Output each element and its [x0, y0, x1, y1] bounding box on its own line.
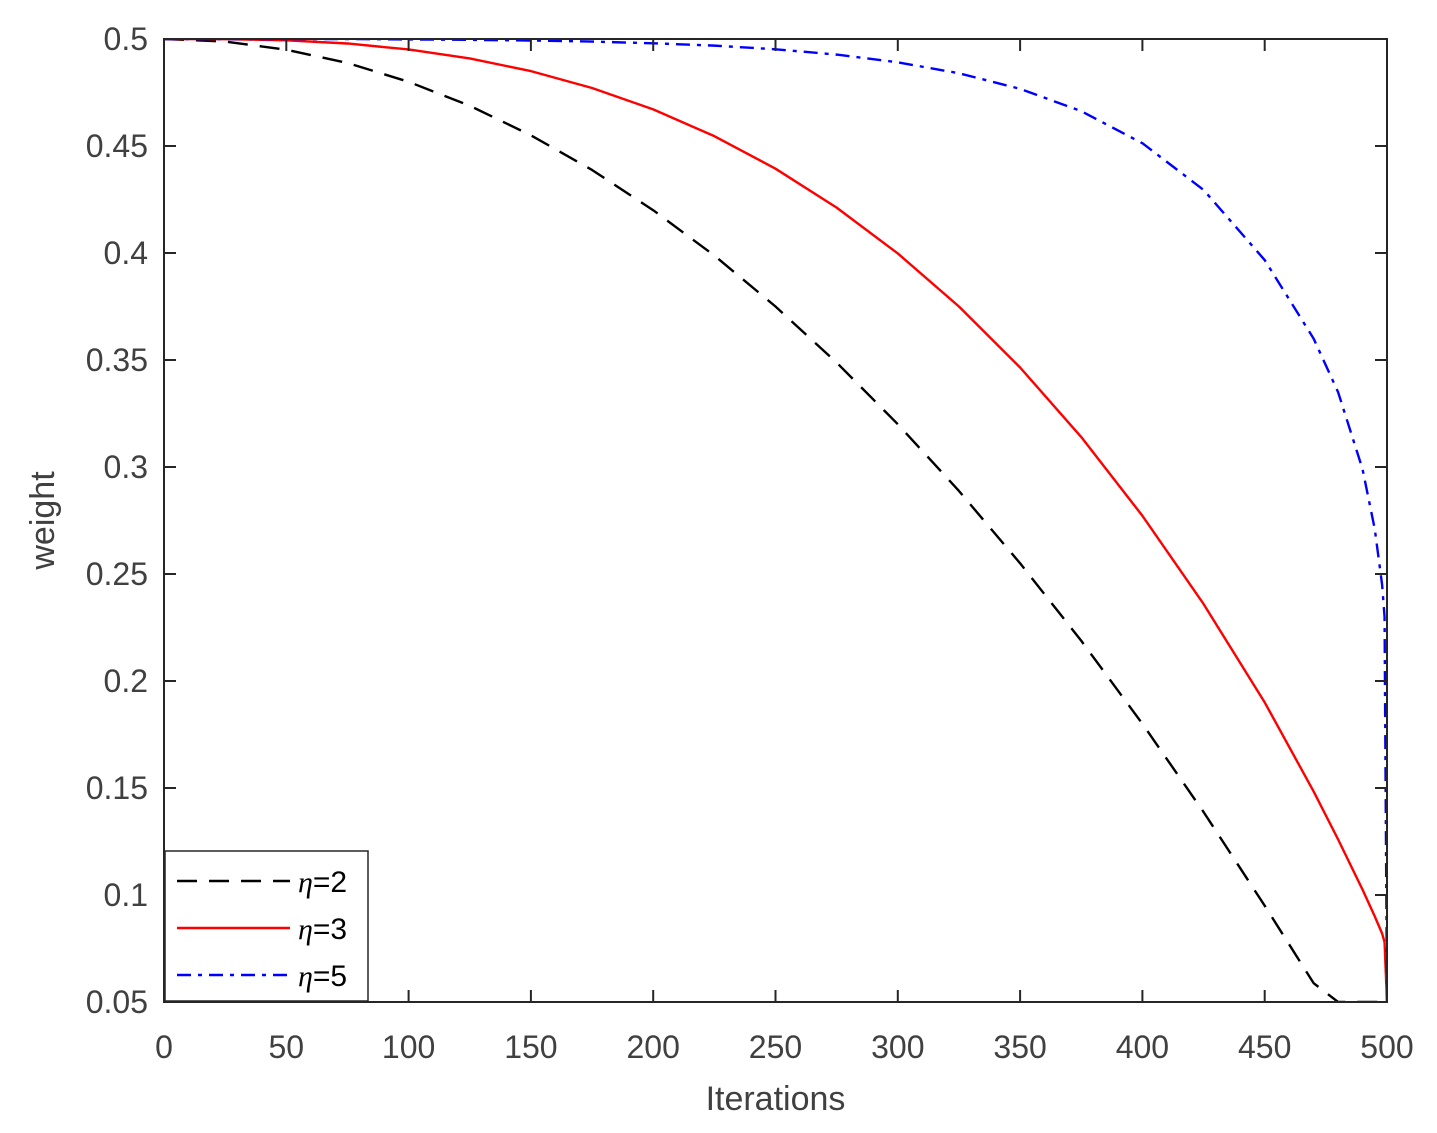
- y-tick-label: 0.1: [104, 877, 148, 913]
- y-tick-label: 0.2: [104, 663, 148, 699]
- legend-label: η=3: [298, 913, 347, 946]
- series-line-eta-2: [164, 39, 1387, 1002]
- y-tick-label: 0.45: [86, 128, 148, 164]
- x-tick-label: 300: [871, 1029, 924, 1065]
- x-tick-label: 250: [749, 1029, 802, 1065]
- x-tick-label: 0: [155, 1029, 173, 1065]
- legend-eta-value: =3: [313, 913, 347, 946]
- y-tick-label: 0.5: [104, 21, 148, 57]
- x-tick-label: 400: [1116, 1029, 1169, 1065]
- y-tick-label: 0.35: [86, 342, 148, 378]
- legend-label: η=2: [298, 866, 347, 899]
- y-tick-label: 0.4: [104, 235, 148, 271]
- x-tick-label: 500: [1360, 1029, 1413, 1065]
- x-tick-label: 50: [269, 1029, 305, 1065]
- series-line-eta-3: [164, 39, 1387, 1002]
- x-tick-label: 150: [504, 1029, 557, 1065]
- y-tick-label: 0.25: [86, 556, 148, 592]
- x-tick-label: 200: [627, 1029, 680, 1065]
- x-tick-label: 100: [382, 1029, 435, 1065]
- series-layer: [164, 39, 1387, 1002]
- y-tick-label: 0.15: [86, 770, 148, 806]
- legend-eta-symbol: η: [298, 866, 313, 899]
- legend-label: η=5: [298, 960, 347, 993]
- legend: η=2η=3η=5: [164, 850, 369, 1002]
- y-tick-label: 0.3: [104, 449, 148, 485]
- y-tick-label: 0.05: [86, 984, 148, 1020]
- legend-eta-symbol: η: [298, 960, 313, 993]
- x-tick-label: 450: [1238, 1029, 1291, 1065]
- x-tick-label: 350: [993, 1029, 1046, 1065]
- legend-eta-value: =5: [313, 960, 347, 993]
- series-line-eta-5: [164, 39, 1387, 1002]
- x-axis-label: Iterations: [706, 1080, 846, 1118]
- tick-layer: 0 50 100 150 200 250 300 350 400 450 500 0.05 0.1 0.1…: [86, 21, 1414, 1065]
- legend-eta-symbol: η: [298, 913, 313, 946]
- legend-eta-value: =2: [313, 866, 347, 899]
- y-axis-label: weight: [24, 471, 62, 571]
